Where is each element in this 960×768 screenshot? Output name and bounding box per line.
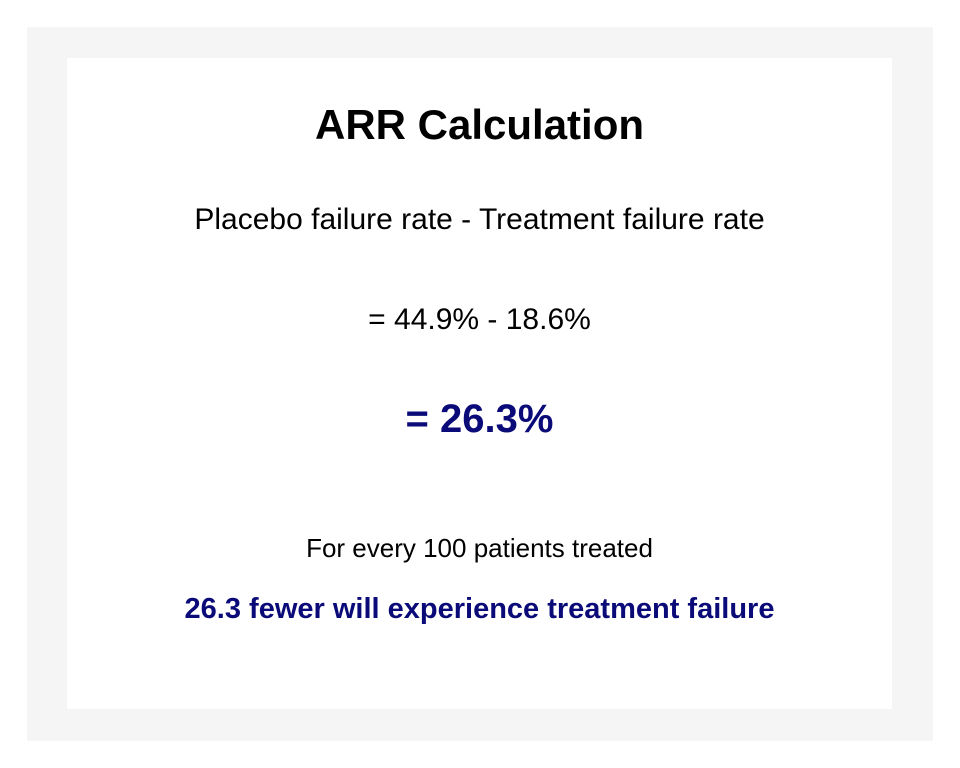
calculation-title: ARR Calculation [314, 101, 645, 148]
interpretation-lead: For every 100 patients treated [306, 533, 653, 563]
substituted-values: = 44.9% - 18.6% [368, 303, 591, 336]
formula-text: Placebo failure rate - Treatment failure… [194, 203, 765, 236]
arr-calculation-card: ARR Calculation Placebo failure rate - T… [67, 58, 892, 709]
arr-result: = 26.3% [405, 397, 554, 441]
outer-frame: ARR Calculation Placebo failure rate - T… [27, 27, 933, 741]
interpretation-outcome: 26.3 fewer will experience treatment fai… [184, 593, 775, 625]
